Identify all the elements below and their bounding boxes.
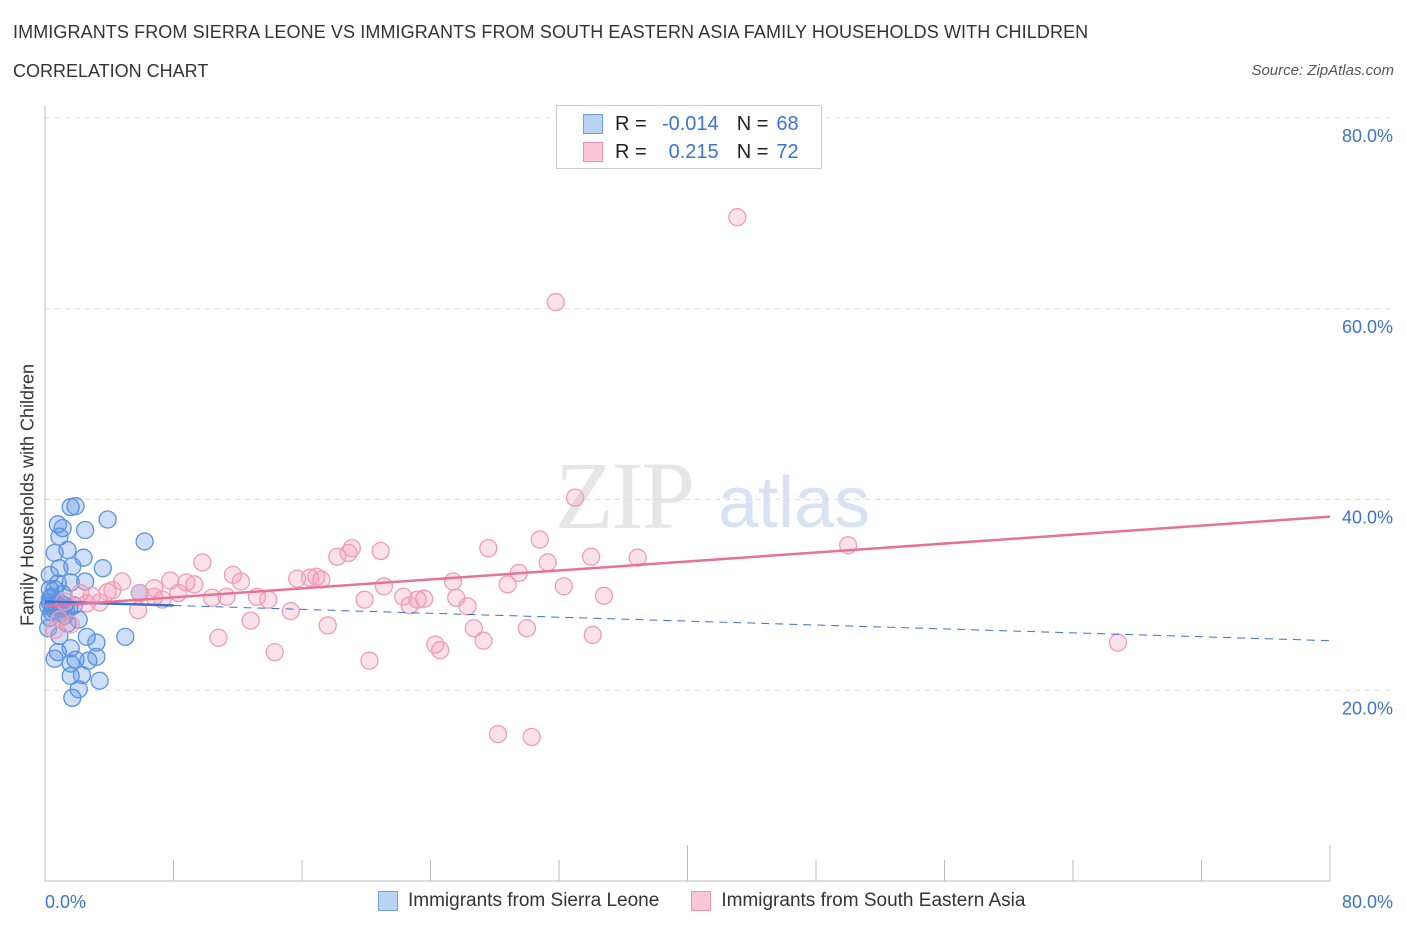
point-south-eastern-asia — [400, 596, 419, 615]
point-south-eastern-asia — [594, 586, 614, 605]
point-south-eastern-asia — [546, 292, 565, 312]
point-south-eastern-asia — [50, 610, 69, 629]
point-south-eastern-asia — [458, 597, 477, 616]
point-sierra-leone — [77, 627, 96, 646]
watermark-zip: ZIP — [555, 442, 695, 549]
point-sierra-leone — [63, 557, 82, 576]
blue-swatch-icon — [378, 891, 398, 911]
point-sierra-leone — [116, 627, 135, 646]
point-sierra-leone — [135, 532, 154, 551]
point-sierra-leone — [63, 688, 82, 708]
point-south-eastern-asia — [328, 547, 347, 566]
legend-item-sierra-leone[interactable]: Immigrants from Sierra Leone — [378, 890, 659, 912]
point-south-eastern-asia — [307, 567, 326, 586]
y-tick-label: 40.0% — [1342, 508, 1393, 528]
point-south-eastern-asia — [488, 724, 508, 744]
point-south-eastern-asia — [426, 635, 445, 654]
point-south-eastern-asia — [241, 611, 260, 630]
pink-swatch-icon — [691, 891, 712, 911]
point-sierra-leone — [76, 520, 95, 540]
point-south-eastern-asia — [129, 600, 148, 620]
point-south-eastern-asia — [45, 621, 64, 640]
point-south-eastern-asia — [464, 619, 484, 638]
point-south-eastern-asia — [728, 208, 747, 227]
legend-label: Immigrants from South Eastern Asia — [721, 890, 1026, 911]
point-south-eastern-asia — [193, 553, 212, 572]
n-label: N = — [736, 112, 769, 135]
r-label: R = — [615, 140, 647, 163]
point-south-eastern-asia — [430, 641, 450, 660]
point-sierra-leone — [90, 671, 109, 690]
point-sierra-leone — [98, 510, 117, 529]
point-south-eastern-asia — [530, 530, 549, 549]
point-sierra-leone — [93, 559, 112, 578]
blue-swatch-icon — [583, 114, 603, 134]
point-sierra-leone — [58, 540, 77, 560]
point-south-eastern-asia — [217, 587, 236, 606]
point-south-eastern-asia — [538, 553, 557, 572]
point-south-eastern-asia — [259, 590, 278, 609]
r-value: 0.215 — [668, 140, 719, 163]
stats-row-sierra-leone: R = -0.014 N = 68 — [583, 111, 799, 137]
trend-line-dashed-sierra-leone — [173, 604, 1331, 642]
point-south-eastern-asia — [498, 575, 517, 594]
point-south-eastern-asia — [355, 590, 374, 609]
y-tick-label: 20.0% — [1342, 698, 1393, 718]
trend-line-south-eastern-asia — [44, 515, 1331, 608]
n-value: 68 — [776, 112, 799, 135]
chart-subtitle: CORRELATION CHART — [13, 61, 209, 81]
point-south-eastern-asia — [209, 628, 228, 647]
x-tick-label: 80.0% — [1342, 892, 1393, 912]
point-south-eastern-asia — [318, 616, 337, 635]
legend: Immigrants from Sierra Leone Immigrants … — [378, 890, 1057, 912]
point-sierra-leone — [61, 666, 80, 686]
point-south-eastern-asia — [581, 547, 601, 566]
point-sierra-leone — [66, 497, 85, 516]
point-south-eastern-asia — [169, 583, 188, 603]
stats-row-south-eastern-asia: R = 0.215 N = 72 — [583, 139, 799, 165]
point-south-eastern-asia — [565, 488, 585, 507]
r-value: -0.014 — [661, 112, 719, 135]
point-south-eastern-asia — [231, 572, 251, 591]
point-south-eastern-asia — [360, 651, 379, 670]
point-south-eastern-asia — [288, 569, 307, 588]
legend-item-south-eastern-asia[interactable]: Immigrants from South Eastern Asia — [691, 890, 1025, 912]
n-value: 72 — [776, 140, 799, 163]
point-south-eastern-asia — [265, 642, 284, 662]
x-tick-label: 0.0% — [45, 892, 86, 912]
point-south-eastern-asia — [554, 577, 573, 596]
y-tick-label: 60.0% — [1342, 317, 1393, 337]
point-south-eastern-asia — [300, 568, 320, 587]
pink-swatch-icon — [583, 142, 603, 162]
point-sierra-leone — [87, 633, 106, 652]
point-south-eastern-asia — [443, 572, 463, 591]
point-south-eastern-asia — [522, 727, 541, 747]
point-south-eastern-asia — [1108, 633, 1128, 652]
point-south-eastern-asia — [374, 577, 394, 596]
point-south-eastern-asia — [479, 538, 498, 558]
point-south-eastern-asia — [61, 615, 80, 634]
point-south-eastern-asia — [185, 575, 204, 594]
point-south-eastern-asia — [474, 631, 493, 650]
watermark-atlas: atlas — [718, 463, 871, 543]
point-south-eastern-asia — [371, 541, 390, 561]
r-label: R = — [615, 112, 647, 135]
point-south-eastern-asia — [517, 619, 537, 638]
stats-box: R = -0.014 N = 68 R = 0.215 N = 72 — [556, 105, 822, 169]
legend-label: Immigrants from Sierra Leone — [408, 890, 660, 911]
chart-title: IMMIGRANTS FROM SIERRA LEONE VS IMMIGRAN… — [13, 22, 1089, 42]
point-south-eastern-asia — [281, 601, 300, 621]
n-label: N = — [736, 140, 769, 163]
trend-line-sierra-leone — [44, 600, 174, 607]
point-sierra-leone — [45, 649, 64, 668]
point-south-eastern-asia — [583, 625, 602, 645]
y-tick-label: 80.0% — [1342, 126, 1393, 146]
source-label: Source: ZipAtlas.com — [1251, 62, 1394, 79]
point-south-eastern-asia — [339, 543, 358, 563]
point-sierra-leone — [61, 654, 80, 673]
